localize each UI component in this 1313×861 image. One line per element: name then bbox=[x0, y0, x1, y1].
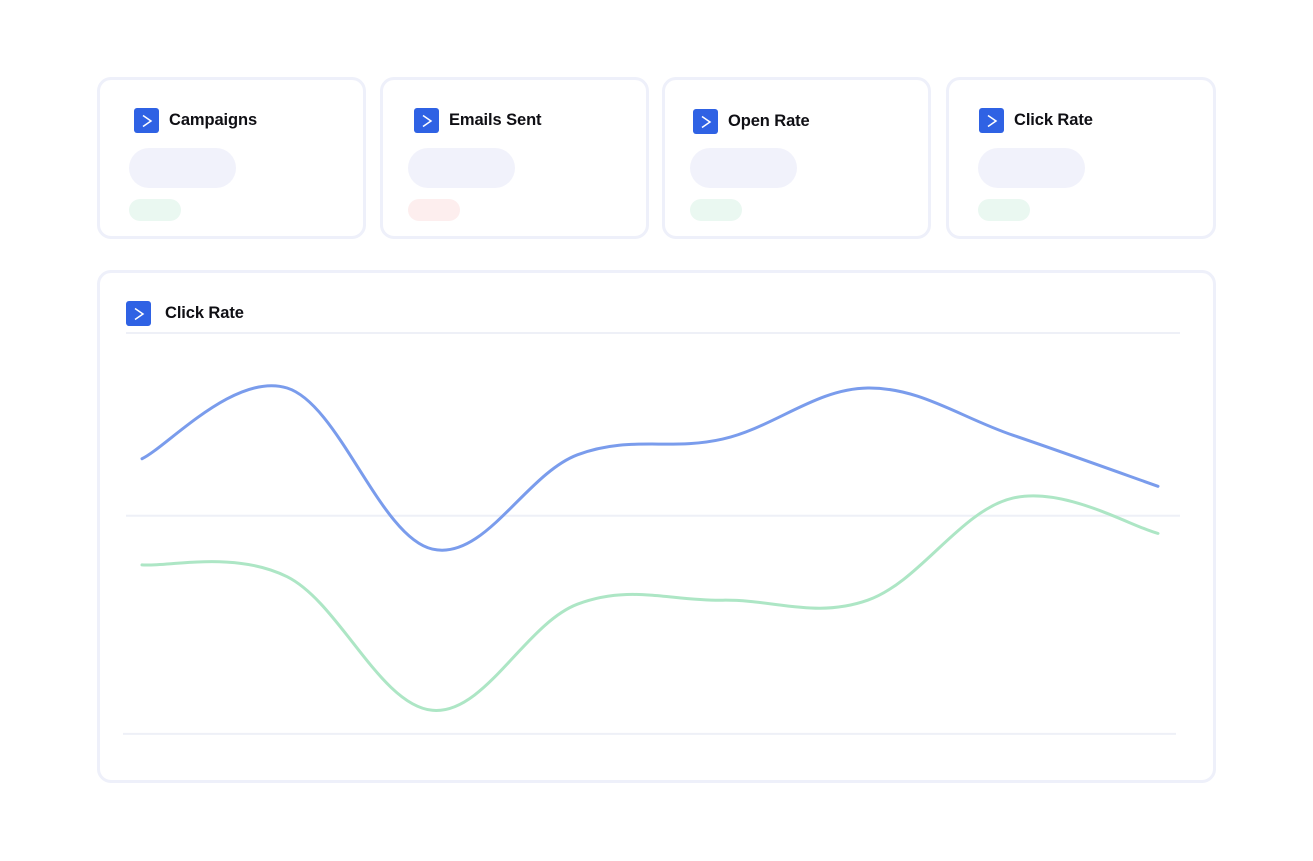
series-line-green bbox=[140, 494, 1160, 712]
chart-panel-title: Click Rate bbox=[165, 304, 244, 322]
stat-card-campaigns[interactable]: Campaigns bbox=[97, 77, 366, 239]
stat-card-header: Click Rate bbox=[979, 108, 1093, 133]
click-rate-chart-panel: Click Rate bbox=[97, 270, 1216, 783]
trend-badge-placeholder bbox=[978, 199, 1030, 221]
stat-card-header: Campaigns bbox=[134, 108, 257, 133]
activecampaign-logo-icon bbox=[414, 108, 439, 133]
stat-card-title: Campaigns bbox=[169, 111, 258, 129]
stat-card-title: Click Rate bbox=[1014, 111, 1093, 129]
stat-value-placeholder bbox=[978, 148, 1085, 188]
stat-card-header: Emails Sent bbox=[414, 108, 542, 133]
stat-card-title: Emails Sent bbox=[449, 111, 542, 129]
click-rate-line-chart bbox=[123, 332, 1180, 735]
activecampaign-logo-icon bbox=[979, 108, 1004, 133]
stat-value-placeholder bbox=[129, 148, 236, 188]
chart-panel-header: Click Rate bbox=[126, 301, 244, 326]
chart-gridlines bbox=[123, 332, 1180, 735]
stat-card-click-rate[interactable]: Click Rate bbox=[946, 77, 1216, 239]
stat-card-emails-sent[interactable]: Emails Sent bbox=[380, 77, 649, 239]
stat-card-open-rate[interactable]: Open Rate bbox=[662, 77, 931, 239]
trend-badge-placeholder bbox=[129, 199, 181, 221]
stat-card-header: Open Rate bbox=[693, 109, 810, 134]
chart-series bbox=[140, 384, 1160, 712]
trend-badge-placeholder bbox=[690, 199, 742, 221]
activecampaign-logo-icon bbox=[126, 301, 151, 326]
activecampaign-logo-icon bbox=[693, 109, 718, 134]
activecampaign-logo-icon bbox=[134, 108, 159, 133]
stat-value-placeholder bbox=[408, 148, 515, 188]
trend-badge-placeholder bbox=[408, 199, 460, 221]
series-line-blue bbox=[140, 384, 1160, 552]
stat-card-title: Open Rate bbox=[728, 112, 810, 130]
stat-value-placeholder bbox=[690, 148, 797, 188]
